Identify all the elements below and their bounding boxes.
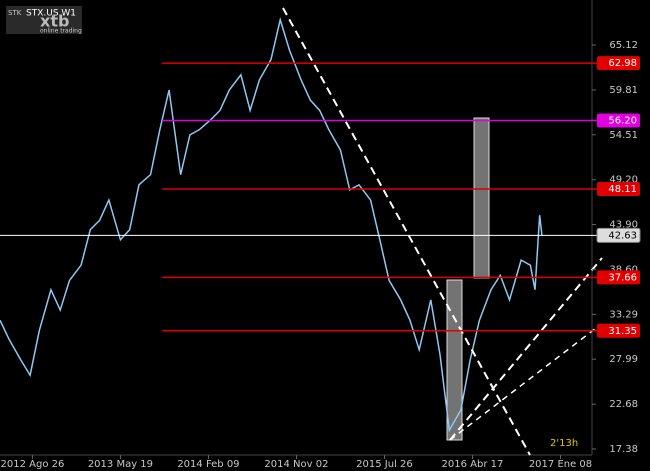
badge: STK (8, 9, 22, 17)
timer: 2'13h (550, 438, 578, 449)
level-label: 56.20 (608, 115, 637, 126)
y-tick-label: 43.90 (609, 220, 638, 231)
level-label: 37.66 (608, 272, 637, 283)
x-tick-label: 2013 May 19 (88, 459, 153, 470)
logo-box (6, 6, 82, 34)
level-tag (596, 227, 641, 243)
level-tag (597, 181, 640, 196)
x-tick-label: 2012 Ago 26 (1, 459, 65, 470)
trend-line (449, 257, 603, 441)
price-line (0, 16, 543, 433)
logo-subtitle: online trading (40, 28, 82, 35)
x-tick-label: 2015 Jul 26 (356, 459, 413, 470)
x-tick-label: 2014 Feb 09 (177, 459, 239, 470)
y-tick-label: 27.99 (609, 354, 638, 365)
y-tick-label: 65.12 (609, 40, 638, 51)
y-tick-label: 17.38 (609, 444, 638, 455)
symbol: STX.US W1 (26, 9, 76, 19)
x-tick-label: 2016 Abr 17 (442, 459, 504, 470)
y-tick-label: 38.60 (609, 264, 638, 275)
level-label: 62.98 (608, 58, 637, 69)
x-tick-label: 2014 Nov 02 (264, 459, 328, 470)
y-tick-label: 22.68 (609, 399, 638, 410)
trend-line (449, 324, 601, 441)
x-tick-label: 2017 Ene 08 (529, 459, 592, 470)
trend-line (282, 7, 531, 456)
level-tag (597, 56, 640, 71)
level-label: 31.35 (608, 326, 637, 337)
y-tick-label: 54.51 (609, 130, 638, 141)
level-tag (597, 323, 640, 338)
highlight-box (473, 117, 490, 279)
y-tick-label: 33.29 (609, 309, 638, 320)
y-tick-label: 49.20 (609, 175, 638, 186)
plot (0, 16, 543, 433)
logo: xtb (40, 12, 69, 31)
level-label: 42.63 (608, 230, 637, 241)
level-tag (597, 270, 640, 285)
level-tag (597, 113, 640, 128)
level-label: 48.11 (608, 184, 637, 195)
y-tick-label: 59.81 (609, 85, 638, 96)
highlight-box (446, 279, 463, 441)
